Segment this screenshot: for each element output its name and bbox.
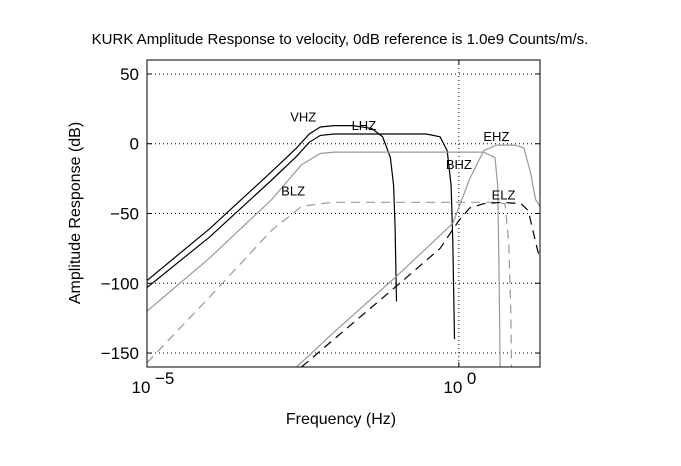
series-label-lhz: LHZ (352, 118, 377, 133)
series-line-bhz (147, 151, 501, 367)
series-labels: VHZ LHZ EHZ BHZ BLZ ELZ (281, 109, 515, 202)
series-group (147, 125, 540, 367)
grid-lines (147, 60, 540, 367)
y-tick-label: −50 (110, 205, 139, 224)
y-tick-label: −150 (101, 344, 139, 363)
x-axis-label: Frequency (Hz) (286, 411, 396, 428)
series-label-ehz: EHZ (483, 129, 509, 144)
y-tick-label: 0 (130, 135, 139, 154)
series-line-lhz (147, 133, 456, 340)
series-line-elz (301, 201, 540, 367)
series-line-vhz (147, 125, 398, 302)
series-line-ehz (296, 144, 540, 367)
series-label-bhz: BHZ (446, 157, 472, 172)
y-tick-label: 50 (120, 65, 139, 84)
x-tick-label: 10 (132, 378, 151, 397)
y-axis-label: Amplitude Response (dB) (67, 122, 84, 304)
series-line-blz (147, 201, 513, 367)
x-tick-label-exponent: 0 (467, 369, 476, 388)
series-label-elz: ELZ (492, 188, 516, 203)
series-label-vhz: VHZ (290, 109, 316, 124)
chart-title: KURK Amplitude Response to velocity, 0dB… (92, 31, 589, 48)
series-label-blz: BLZ (281, 183, 305, 198)
y-tick-label: −100 (101, 274, 139, 293)
x-tick-label: 10 (443, 378, 462, 397)
x-tick-label-exponent: −5 (155, 369, 174, 388)
